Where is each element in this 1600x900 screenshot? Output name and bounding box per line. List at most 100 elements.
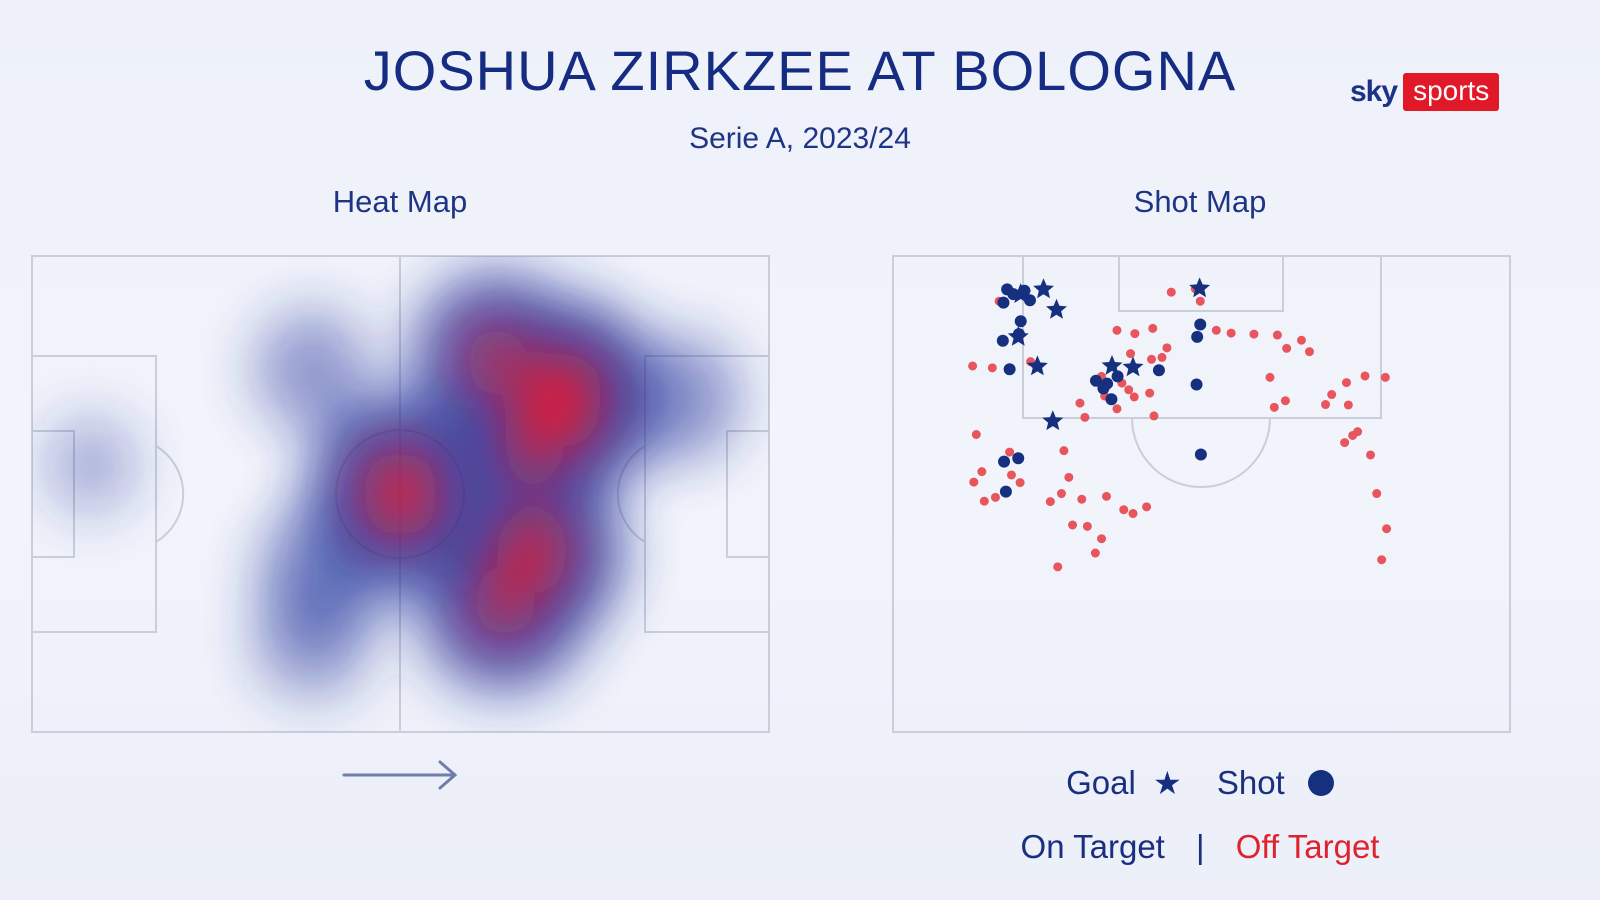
- off-target-shot-68: [1128, 509, 1138, 519]
- sky-sports-logo: sky sports: [1350, 72, 1500, 112]
- off-target-shot-24: [1129, 392, 1139, 402]
- off-target-shot-8: [1226, 328, 1236, 338]
- goal-area: [1118, 255, 1284, 312]
- on-target-shot-17: [1190, 378, 1203, 391]
- off-target-shot-15: [1157, 352, 1167, 362]
- penalty-arc: [1131, 417, 1271, 488]
- off-target-shot-65: [1053, 562, 1063, 572]
- off-target-shot-5: [1130, 329, 1140, 339]
- off-target-shot-9: [1249, 329, 1259, 339]
- shot-map-title: Shot Map: [1133, 184, 1267, 219]
- goal-shot-5: [1026, 355, 1048, 376]
- heat-map-layer: [45, 272, 740, 697]
- off-target-shot-44: [1372, 489, 1382, 499]
- goal-shot-7: [1122, 356, 1144, 377]
- off-target-shot-28: [1080, 412, 1090, 422]
- heat-core-4: [472, 567, 535, 640]
- off-target-shot-31: [1265, 372, 1275, 382]
- legend-off-target: Off Target: [1235, 828, 1380, 866]
- on-target-shot-21: [999, 485, 1012, 498]
- goal-shot-3: [1189, 277, 1211, 298]
- off-target-shot-11: [1296, 335, 1306, 345]
- off-target-shot-17: [1126, 349, 1136, 359]
- off-target-shot-64: [1090, 548, 1100, 558]
- off-target-shot-14: [1162, 343, 1172, 353]
- legend-on-target: On Target: [1020, 828, 1165, 866]
- off-target-shot-52: [977, 467, 987, 477]
- off-target-shot-66: [1101, 491, 1111, 501]
- dot-icon: [1307, 770, 1334, 797]
- legend-target: On Target | Off Target: [890, 826, 1510, 866]
- off-target-shot-20: [987, 363, 997, 373]
- page-subtitle: Serie A, 2023/24: [689, 122, 911, 155]
- off-target-shot-35: [1360, 371, 1370, 381]
- off-target-shot-45: [1382, 524, 1392, 534]
- on-target-shot-15: [1097, 382, 1110, 395]
- off-target-shot-57: [1056, 489, 1066, 499]
- off-target-shot-42: [1340, 438, 1350, 448]
- off-target-shot-54: [1006, 470, 1016, 480]
- heat-core-1: [501, 410, 565, 483]
- sky-logo-text: sky: [1350, 75, 1398, 108]
- off-target-shot-4: [1112, 325, 1122, 335]
- legend-separator: |: [1196, 828, 1205, 866]
- off-target-shot-53: [969, 477, 979, 487]
- off-target-shot-58: [1077, 494, 1087, 504]
- off-target-shot-51: [1064, 472, 1074, 482]
- arrow-right-icon: [342, 760, 458, 790]
- on-target-shot-2: [997, 296, 1010, 309]
- off-target-shot-69: [1142, 502, 1152, 512]
- off-target-shot-50: [1059, 446, 1069, 456]
- off-target-shot-32: [1269, 402, 1279, 412]
- off-target-shot-27: [1075, 398, 1085, 408]
- off-target-shot-38: [1321, 400, 1331, 410]
- off-target-shot-41: [1348, 430, 1358, 440]
- off-target-shot-59: [979, 496, 989, 506]
- heat-blob-10: [45, 417, 137, 514]
- off-target-shot-10: [1272, 330, 1282, 340]
- off-target-shot-62: [1082, 521, 1092, 531]
- off-target-shot-16: [1147, 354, 1157, 364]
- off-target-shot-2: [1195, 296, 1205, 306]
- off-target-shot-19: [968, 361, 978, 371]
- off-target-shot-39: [1343, 400, 1353, 410]
- goal-shot-8: [1042, 410, 1064, 431]
- heat-map-title: Heat Map: [332, 184, 468, 219]
- off-target-shot-23: [1124, 385, 1134, 395]
- goal-shot-6: [1101, 355, 1123, 375]
- off-target-shot-30: [1149, 411, 1159, 421]
- left-penalty-arc: [155, 445, 185, 543]
- legend-shot-label: Shot: [1216, 764, 1285, 802]
- on-target-shot-16: [1105, 393, 1118, 406]
- goal-shot-4: [1007, 325, 1029, 346]
- on-target-shot-20: [1012, 452, 1025, 465]
- heat-core-5: [362, 449, 439, 539]
- heat-blob-9: [255, 577, 369, 697]
- off-target-shot-25: [1145, 388, 1155, 398]
- heat-core-2: [465, 324, 528, 398]
- off-target-shot-43: [1366, 450, 1376, 460]
- heat-blob-7: [255, 310, 369, 430]
- on-target-shot-5: [1014, 315, 1027, 328]
- off-target-shot-60: [990, 492, 1000, 502]
- goal-shot-1: [1033, 278, 1054, 299]
- on-target-shot-4: [1023, 294, 1036, 307]
- off-target-shot-56: [1045, 497, 1055, 507]
- off-target-shot-47: [971, 430, 981, 439]
- on-target-shot-12: [1089, 374, 1102, 387]
- off-target-shot-67: [1119, 505, 1129, 515]
- legend-markers: Goal ★ Shot: [890, 762, 1510, 802]
- goal-shot-2: [1046, 298, 1067, 319]
- on-target-shot-10: [1003, 363, 1016, 376]
- off-target-shot-33: [1280, 396, 1290, 406]
- shots-layer: [968, 277, 1392, 572]
- page-title: JOSHUA ZIRKZEE AT BOLOGNA: [363, 39, 1237, 102]
- off-target-shot-7: [1211, 325, 1221, 335]
- off-target-shot-37: [1327, 390, 1337, 400]
- off-target-shot-63: [1097, 534, 1107, 544]
- on-target-shot-19: [998, 455, 1011, 468]
- on-target-shot-18: [1194, 448, 1207, 461]
- on-target-shot-7: [996, 334, 1009, 347]
- on-target-shot-9: [1191, 330, 1204, 343]
